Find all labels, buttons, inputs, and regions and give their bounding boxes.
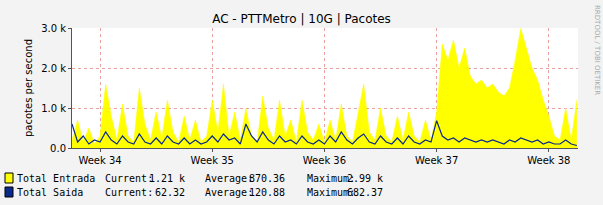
svg-text:AC - PTTMetro | 10G | Pacotes: AC - PTTMetro | 10G | Pacotes <box>212 12 391 26</box>
svg-text:3.0 k: 3.0 k <box>41 23 66 34</box>
svg-text:1.0 k: 1.0 k <box>41 103 66 114</box>
svg-text:RRDTOOL / TOBI OETIKER: RRDTOOL / TOBI OETIKER <box>593 5 601 95</box>
svg-text:Current:: Current: <box>105 187 153 198</box>
svg-text:Total Saida: Total Saida <box>17 187 83 198</box>
svg-text:870.36: 870.36 <box>249 173 285 184</box>
svg-text:Average:: Average: <box>205 187 253 198</box>
svg-text:Week 37: Week 37 <box>415 155 458 166</box>
svg-text:2.99 k: 2.99 k <box>347 173 383 184</box>
svg-text:Current:: Current: <box>105 173 153 184</box>
svg-text:Total Entrada: Total Entrada <box>17 173 95 184</box>
svg-text:2.0 k: 2.0 k <box>41 63 66 74</box>
svg-text:0.0: 0.0 <box>50 143 66 154</box>
svg-text:Week 34: Week 34 <box>78 155 121 166</box>
svg-text:Week 35: Week 35 <box>191 155 234 166</box>
svg-text:120.88: 120.88 <box>249 187 285 198</box>
svg-text:62.32: 62.32 <box>155 187 185 198</box>
svg-text:Average:: Average: <box>205 173 253 184</box>
svg-text:Week 36: Week 36 <box>303 155 346 166</box>
svg-text:pacotes per second: pacotes per second <box>23 39 34 137</box>
svg-text:682.37: 682.37 <box>347 187 383 198</box>
svg-text:Week 38: Week 38 <box>527 155 570 166</box>
svg-text:Maximum:: Maximum: <box>307 173 355 184</box>
svg-text:Maximum:: Maximum: <box>307 187 355 198</box>
svg-text:1.21 k: 1.21 k <box>149 173 185 184</box>
